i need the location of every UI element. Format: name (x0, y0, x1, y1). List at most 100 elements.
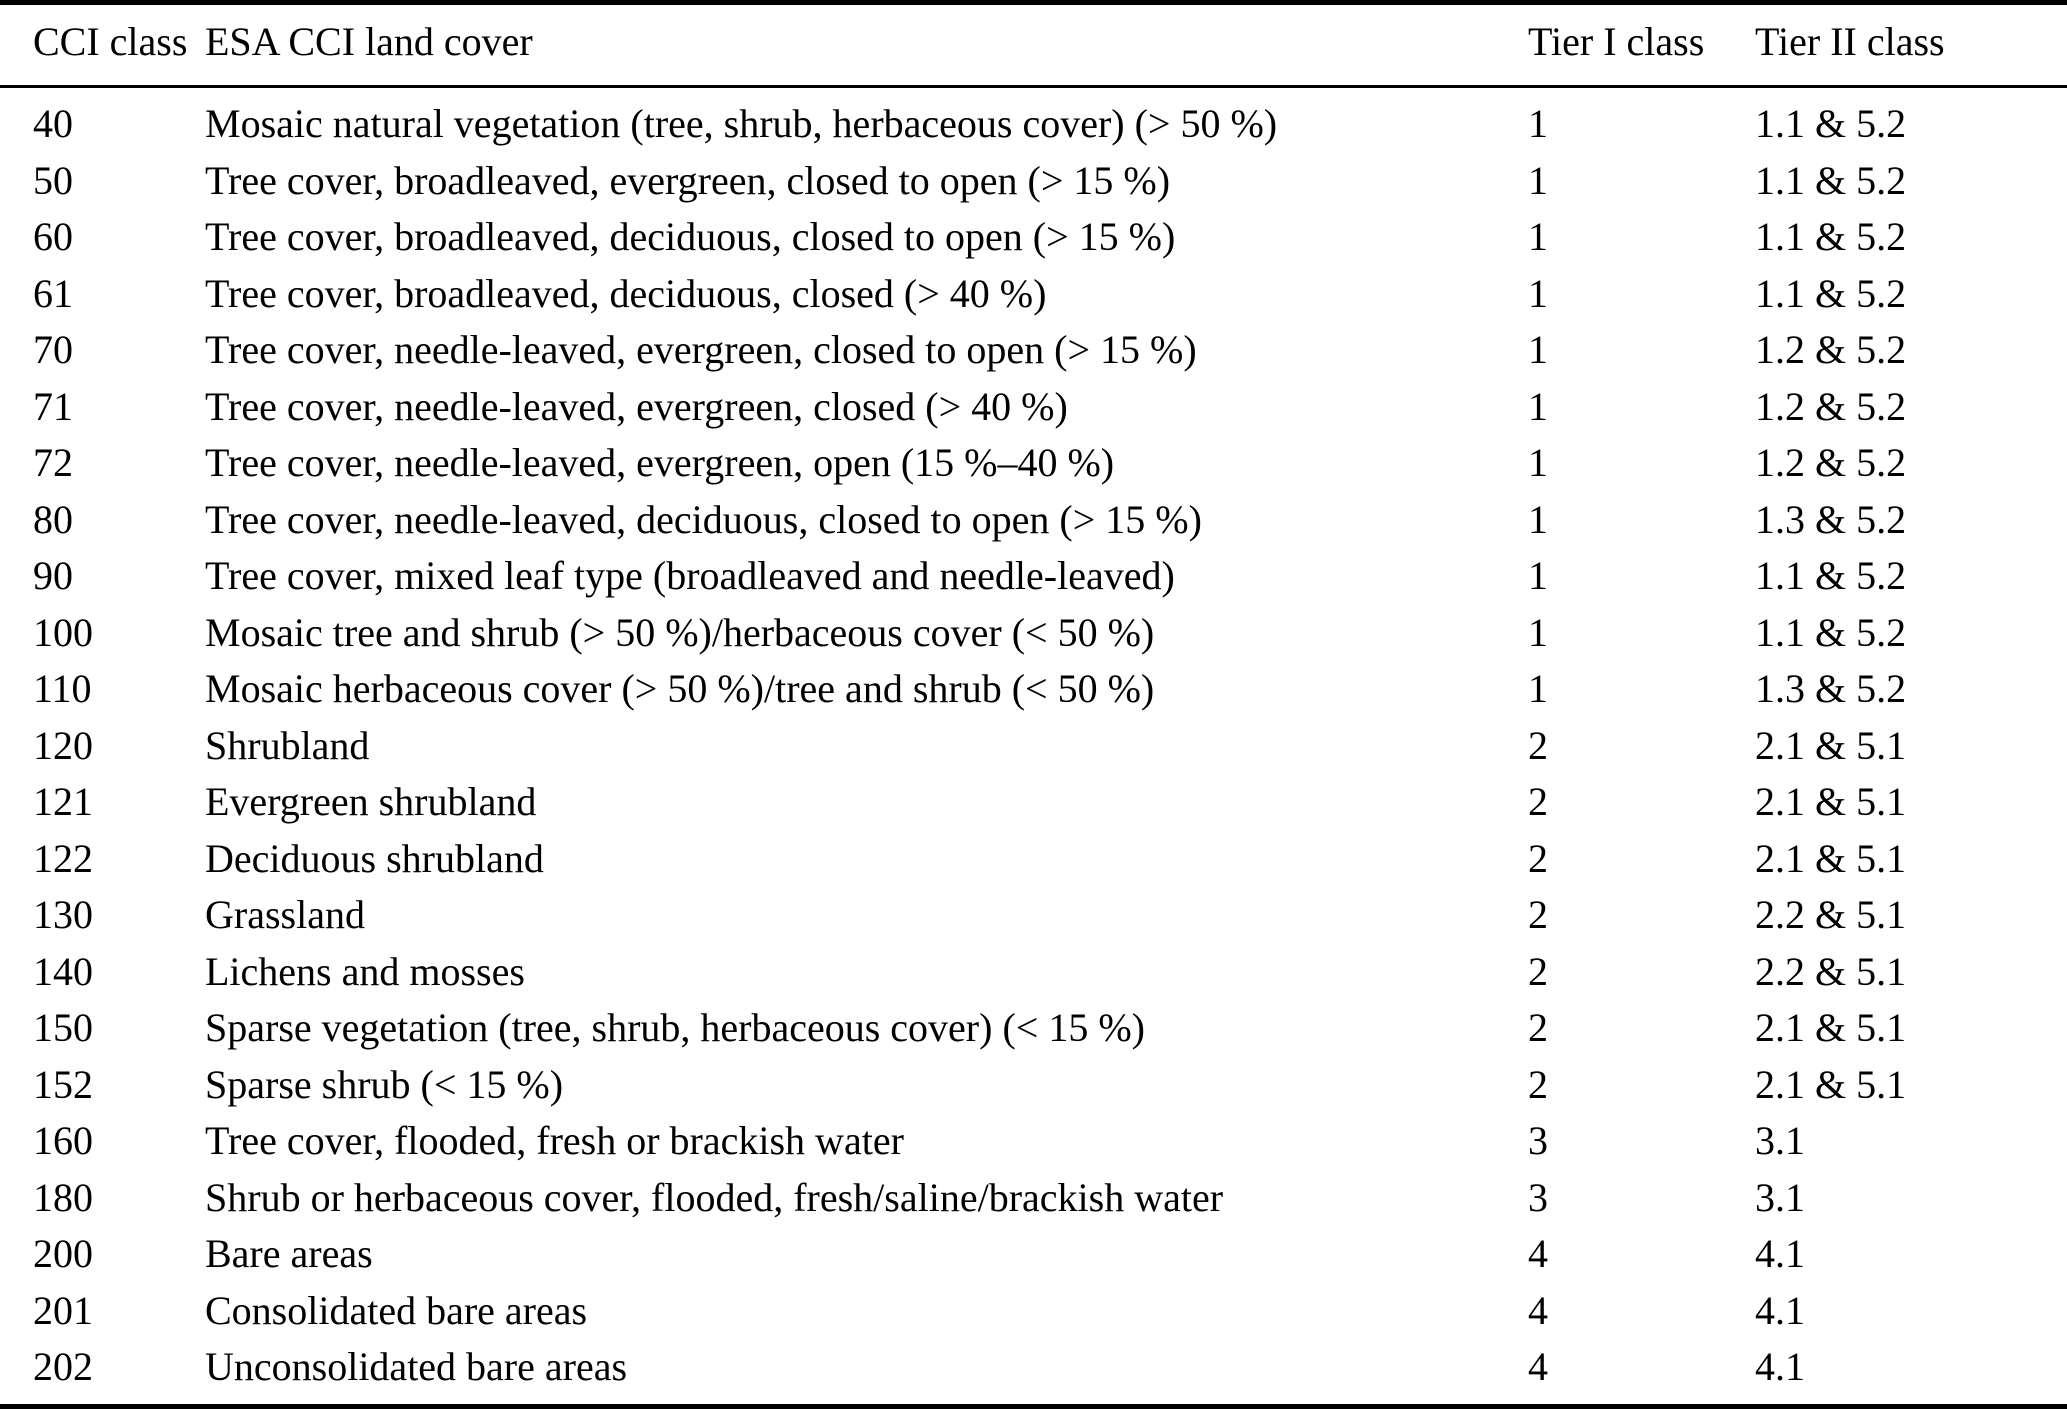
cell-tier-ii-class: 2.1 & 5.1 (1755, 779, 1907, 824)
cell-tier-ii-class: 1.3 & 5.2 (1755, 496, 1907, 542)
cell-tier-i-class: 1 (1528, 553, 1548, 598)
cell-tier-i-class: 1 (1528, 383, 1548, 429)
cell-tier-i-class: 2 (1528, 892, 1548, 937)
cell-tier-ii-class: 2.2 & 5.1 (1755, 948, 1907, 994)
cell-land-cover: Grassland (205, 892, 365, 937)
cell-tier-i-class: 2 (1528, 722, 1548, 768)
cell-tier-ii-class: 1.1 & 5.2 (1755, 270, 1907, 316)
cell-tier-i-class: 1 (1528, 327, 1548, 372)
cell-tier-i-class: 4 (1528, 1287, 1548, 1333)
table-row: 122 Deciduous shrubland 2 2.1 & 5.1 (0, 831, 2067, 888)
table-header: CCI class ESA CCI land cover Tier I clas… (0, 2, 2067, 88)
cell-cci-class: 110 (33, 666, 92, 711)
cell-tier-ii-class: 4.1 (1755, 1287, 1805, 1333)
cell-land-cover: Shrubland (205, 722, 370, 768)
cell-cci-class: 200 (33, 1231, 93, 1276)
column-header-tier-i-class: Tier I class (1528, 2, 1755, 88)
cell-land-cover: Lichens and mosses (205, 948, 525, 994)
cell-cci-class: 50 (33, 157, 73, 203)
cell-tier-ii-class: 2.1 & 5.1 (1755, 722, 1907, 768)
cell-tier-ii-class: 1.1 & 5.2 (1755, 553, 1907, 598)
table-row: 90 Tree cover, mixed leaf type (broadlea… (0, 548, 2067, 605)
cell-land-cover: Tree cover, broadleaved, deciduous, clos… (205, 270, 1047, 316)
cell-land-cover: Tree cover, broadleaved, deciduous, clos… (205, 214, 1176, 259)
table-row: 110 Mosaic herbaceous cover (> 50 %)/tre… (0, 661, 2067, 718)
cell-cci-class: 122 (33, 835, 93, 881)
table-row: 150 Sparse vegetation (tree, shrub, herb… (0, 1000, 2067, 1057)
cell-land-cover: Unconsolidated bare areas (205, 1344, 628, 1389)
table-row: 71 Tree cover, needle-leaved, evergreen,… (0, 379, 2067, 436)
cell-tier-i-class: 1 (1528, 101, 1548, 146)
cell-cci-class: 61 (33, 270, 73, 316)
cell-tier-ii-class: 2.1 & 5.1 (1755, 1061, 1907, 1107)
cell-tier-i-class: 1 (1528, 666, 1548, 711)
cell-land-cover: Deciduous shrubland (205, 835, 544, 881)
cell-tier-ii-class: 2.1 & 5.1 (1755, 1005, 1907, 1050)
table-row: 61 Tree cover, broadleaved, deciduous, c… (0, 266, 2067, 323)
cell-tier-i-class: 1 (1528, 214, 1548, 259)
cell-land-cover: Sparse shrub (< 15 %) (205, 1061, 564, 1107)
cell-tier-i-class: 1 (1528, 270, 1548, 316)
column-header-tier-ii-class: Tier II class (1755, 2, 2067, 88)
cell-land-cover: Shrub or herbaceous cover, flooded, fres… (205, 1174, 1224, 1220)
table-row: 130 Grassland 2 2.2 & 5.1 (0, 887, 2067, 944)
table-row: 120 Shrubland 2 2.1 & 5.1 (0, 718, 2067, 775)
cell-cci-class: 160 (33, 1118, 93, 1163)
cell-cci-class: 152 (33, 1061, 93, 1107)
cell-land-cover: Tree cover, needle-leaved, evergreen, cl… (205, 383, 1068, 429)
cell-tier-i-class: 1 (1528, 609, 1548, 655)
cell-cci-class: 201 (33, 1287, 93, 1333)
cell-cci-class: 120 (33, 722, 93, 768)
table-row: 202 Unconsolidated bare areas 4 4.1 (0, 1339, 2067, 1406)
cell-land-cover: Tree cover, needle-leaved, deciduous, cl… (205, 496, 1202, 542)
cell-cci-class: 100 (33, 609, 93, 655)
cell-cci-class: 60 (33, 214, 73, 259)
cell-land-cover: Tree cover, mixed leaf type (broadleaved… (205, 553, 1175, 598)
header-row: CCI class ESA CCI land cover Tier I clas… (0, 2, 2067, 88)
cell-land-cover: Evergreen shrubland (205, 779, 537, 824)
table-row: 140 Lichens and mosses 2 2.2 & 5.1 (0, 944, 2067, 1001)
table-row: 201 Consolidated bare areas 4 4.1 (0, 1283, 2067, 1340)
cell-tier-i-class: 2 (1528, 948, 1548, 994)
cell-land-cover: Sparse vegetation (tree, shrub, herbaceo… (205, 1005, 1145, 1050)
cell-tier-i-class: 2 (1528, 1005, 1548, 1050)
cell-tier-i-class: 2 (1528, 835, 1548, 881)
cell-cci-class: 40 (33, 101, 73, 146)
cell-tier-i-class: 1 (1528, 157, 1548, 203)
cell-tier-ii-class: 4.1 (1755, 1231, 1805, 1276)
cell-tier-i-class: 3 (1528, 1118, 1548, 1163)
cell-tier-i-class: 4 (1528, 1344, 1548, 1389)
cell-tier-i-class: 1 (1528, 440, 1548, 485)
cell-cci-class: 140 (33, 948, 93, 994)
table-row: 50 Tree cover, broadleaved, evergreen, c… (0, 153, 2067, 210)
cell-tier-ii-class: 1.1 & 5.2 (1755, 609, 1907, 655)
cell-land-cover: Consolidated bare areas (205, 1287, 588, 1333)
cell-tier-i-class: 3 (1528, 1174, 1548, 1220)
table-row: 40 Mosaic natural vegetation (tree, shru… (0, 87, 2067, 153)
cell-tier-ii-class: 1.1 & 5.2 (1755, 157, 1907, 203)
cell-land-cover: Mosaic herbaceous cover (> 50 %)/tree an… (205, 666, 1155, 711)
cell-cci-class: 180 (33, 1174, 93, 1220)
cell-land-cover: Mosaic tree and shrub (> 50 %)/herbaceou… (205, 609, 1155, 655)
cell-tier-ii-class: 1.2 & 5.2 (1755, 383, 1907, 429)
cell-cci-class: 70 (33, 327, 73, 372)
table-row: 100 Mosaic tree and shrub (> 50 %)/herba… (0, 605, 2067, 662)
cell-tier-ii-class: 4.1 (1755, 1344, 1805, 1389)
table-row: 160 Tree cover, flooded, fresh or bracki… (0, 1113, 2067, 1170)
cell-tier-ii-class: 2.1 & 5.1 (1755, 835, 1907, 881)
cell-tier-ii-class: 3.1 (1755, 1118, 1805, 1163)
cell-tier-ii-class: 1.2 & 5.2 (1755, 327, 1907, 372)
cell-tier-i-class: 2 (1528, 1061, 1548, 1107)
cell-cci-class: 90 (33, 553, 73, 598)
cell-tier-ii-class: 3.1 (1755, 1174, 1805, 1220)
cell-cci-class: 121 (33, 779, 93, 824)
table-row: 80 Tree cover, needle-leaved, deciduous,… (0, 492, 2067, 549)
cell-tier-i-class: 4 (1528, 1231, 1548, 1276)
cell-tier-i-class: 1 (1528, 496, 1548, 542)
cell-cci-class: 202 (33, 1344, 93, 1389)
cell-land-cover: Tree cover, flooded, fresh or brackish w… (205, 1118, 904, 1163)
column-header-cci-class: CCI class (0, 2, 205, 88)
cell-tier-ii-class: 1.2 & 5.2 (1755, 440, 1907, 485)
table-row: 152 Sparse shrub (< 15 %) 2 2.1 & 5.1 (0, 1057, 2067, 1114)
